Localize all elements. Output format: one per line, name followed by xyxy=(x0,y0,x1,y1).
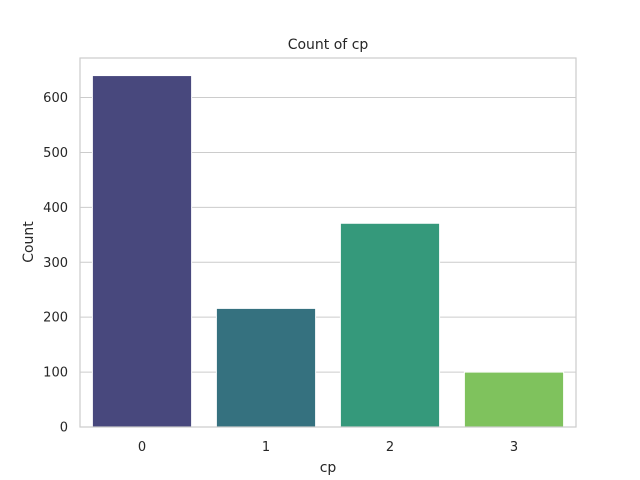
x-tick-label: 1 xyxy=(262,440,270,455)
y-axis-label: Count xyxy=(21,221,37,263)
bar-3 xyxy=(463,371,565,428)
chart-title: Count of cp xyxy=(288,37,369,53)
x-axis-label: cp xyxy=(320,460,337,476)
bars xyxy=(91,75,565,428)
y-tick-label: 500 xyxy=(43,146,68,161)
x-tick-labels: 0 1 2 3 xyxy=(138,440,518,455)
plot-frame xyxy=(79,57,577,428)
y-tick-label: 300 xyxy=(43,256,68,271)
x-tick-label: 0 xyxy=(138,440,146,455)
bar-1 xyxy=(215,307,317,428)
bar-2 xyxy=(339,222,441,428)
y-tick-label: 400 xyxy=(43,201,68,216)
y-tick-label: 200 xyxy=(43,311,68,326)
y-tick-label: 600 xyxy=(43,91,68,106)
y-tick-labels: 0 100 200 300 400 500 600 xyxy=(43,91,68,435)
x-tick-label: 2 xyxy=(386,440,394,455)
x-tick-label: 3 xyxy=(510,440,518,455)
bar-0 xyxy=(91,75,193,428)
y-tick-label: 100 xyxy=(43,366,68,381)
y-tick-label: 0 xyxy=(60,421,68,436)
